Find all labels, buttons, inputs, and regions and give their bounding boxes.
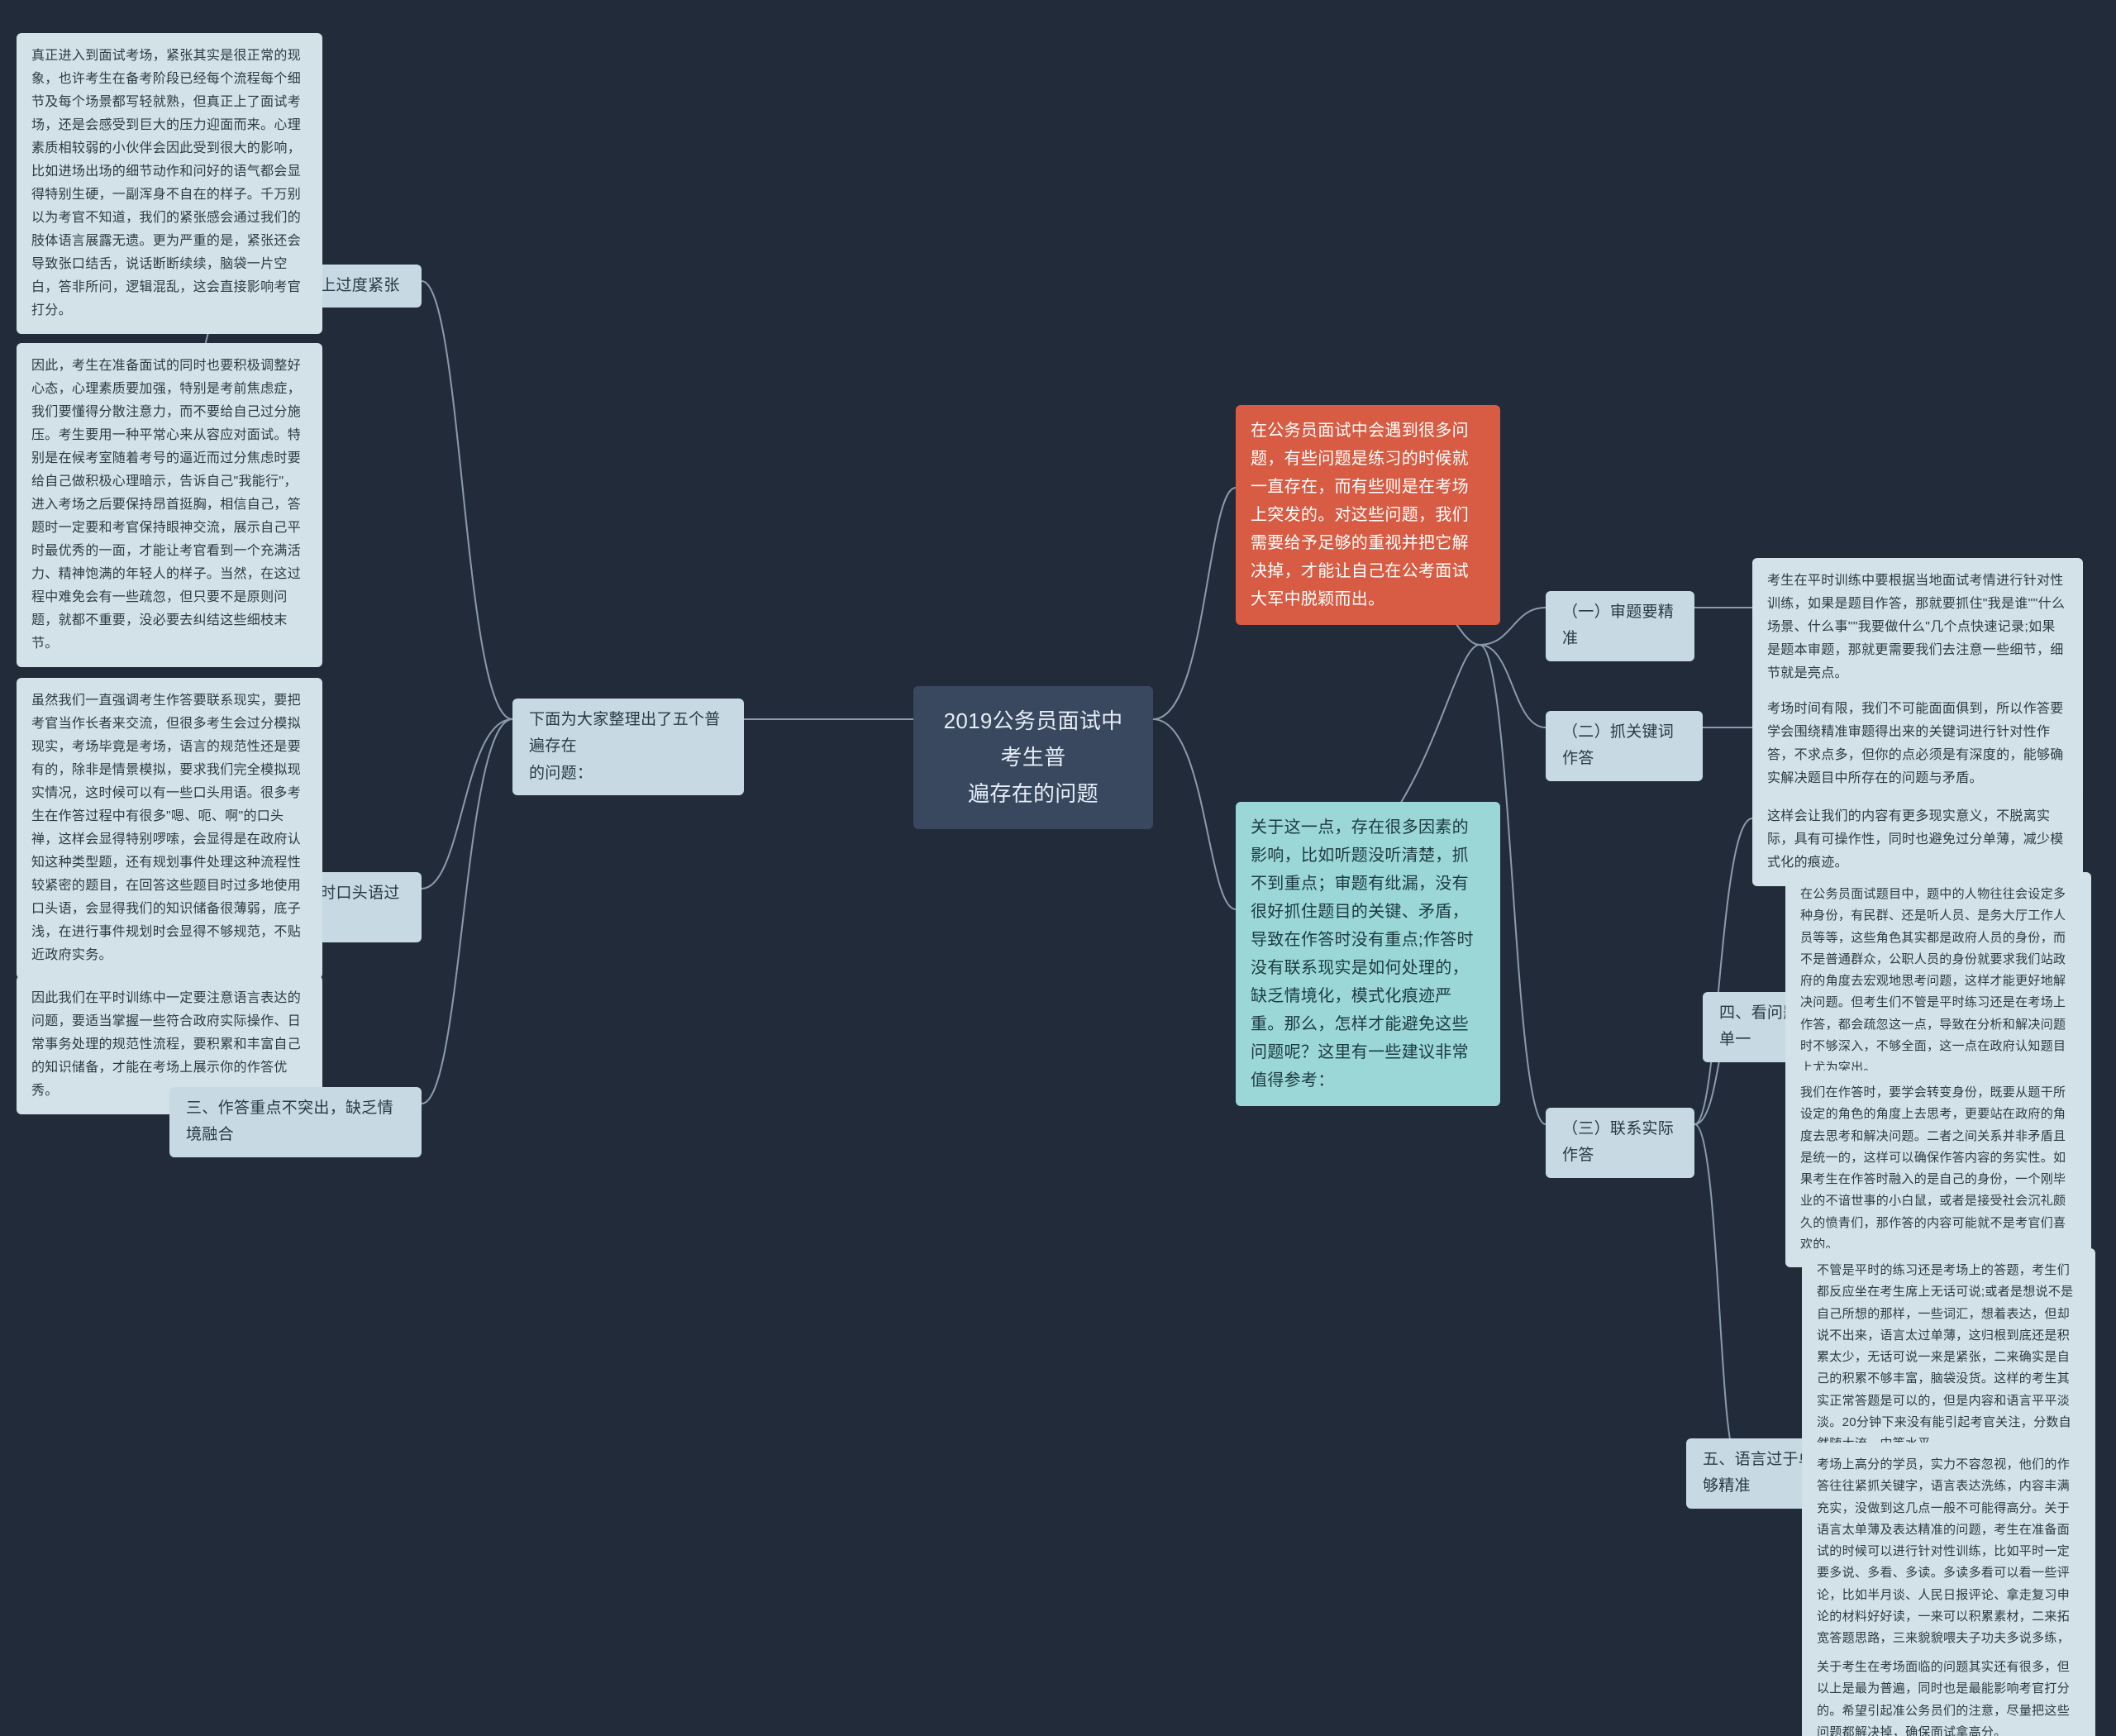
- left-sec-1-leaf-0: 真正进入到面试考场，紧张其实是很正常的现象，也许考生在备考阶段已经每个流程每个细…: [17, 33, 322, 334]
- right-child-5-leaf-0: 不管是平时的练习还是考场上的答题，考生们都反应坐在考生席上无话可说;或者是想说不…: [1802, 1248, 2095, 1467]
- center-title: 2019公务员面试中考生普 遍存在的问题: [944, 708, 1123, 806]
- right-sub-2[interactable]: （二）抓关键词作答: [1546, 711, 1703, 781]
- right-sub-3[interactable]: （三）联系实际作答: [1546, 1108, 1694, 1178]
- right-child-4-leaf-1: 我们在作答时，要学会转变身份，既要从题干所设定的角色的角度上去思考，更要站在政府…: [1785, 1071, 2091, 1267]
- left-sec-3-label: 三、作答重点不突出，缺乏情境融合: [186, 1099, 393, 1143]
- right-child-4-leaf-0: 在公务员面试题目中，题中的人物往往会设定多种身份，有民群、还是听人员、是务大厅工…: [1785, 872, 2091, 1090]
- left-parent[interactable]: 下面为大家整理出了五个普遍存在 的问题：: [512, 699, 744, 795]
- right-sub-2-leaf-0: 考场时间有限，我们不可能面面俱到，所以作答要学会围绕精准审题得出来的关键词进行针…: [1752, 686, 2083, 802]
- right-sub-1-leaf-0: 考生在平时训练中要根据当地面试考情进行针对性训练，如果是题目作答，那就要抓住"我…: [1752, 558, 2083, 697]
- right-highlight-red: 在公务员面试中会遇到很多问题，有些问题是练习的时候就一直存在，而有些则是在考场上…: [1236, 405, 1500, 625]
- left-parent-label: 下面为大家整理出了五个普遍存在 的问题：: [529, 711, 721, 782]
- right-child-5-leaf-2: 关于考生在考场面临的问题其实还有很多，但以上是最为普遍，同时也是最能影响考官打分…: [1802, 1645, 2095, 1736]
- left-sec-2-leaf-0: 虽然我们一直强调考生作答要联系现实，要把考官当作长者来交流，但很多考生会过分模拟…: [17, 678, 322, 979]
- right-highlight-teal: 关于这一点，存在很多因素的影响，比如听题没听清楚，抓不到重点；审题有纰漏，没有很…: [1236, 802, 1500, 1106]
- center-node[interactable]: 2019公务员面试中考生普 遍存在的问题: [913, 686, 1153, 829]
- left-sec-3[interactable]: 三、作答重点不突出，缺乏情境融合: [169, 1087, 422, 1157]
- right-sub-1[interactable]: （一）审题要精准: [1546, 591, 1694, 661]
- left-sec-1-leaf-1: 因此，考生在准备面试的同时也要积极调整好心态，心理素质要加强，特别是考前焦虑症，…: [17, 343, 322, 667]
